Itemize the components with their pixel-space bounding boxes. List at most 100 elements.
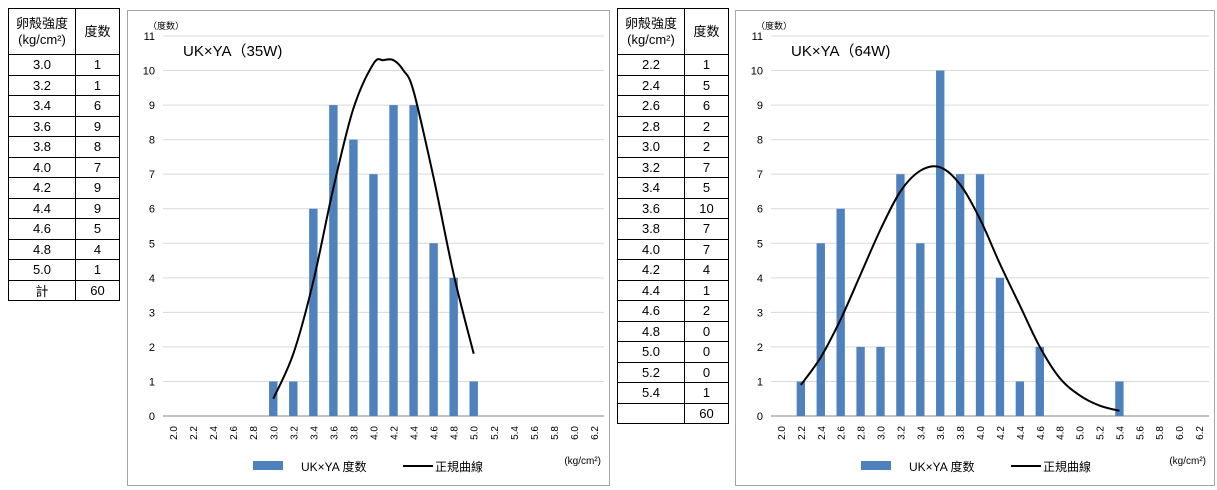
y-tick-label: 11 bbox=[144, 31, 155, 43]
frequency-cell: 2 bbox=[684, 115, 729, 137]
table-row: 4.6 2 bbox=[617, 300, 729, 322]
table-row: 4.8 0 bbox=[617, 320, 729, 342]
chart-title: UK×YA（64W) bbox=[791, 43, 890, 60]
bar bbox=[896, 174, 905, 416]
table-row: 4.4 1 bbox=[617, 279, 729, 301]
x-tick-label: 4.0 bbox=[369, 426, 380, 440]
y-tick-label: 10 bbox=[143, 66, 155, 78]
bar bbox=[289, 381, 298, 416]
legend-label-curve: 正規曲線 bbox=[435, 459, 483, 474]
x-tick-label: 5.8 bbox=[550, 426, 561, 440]
strength-cell: 2.8 bbox=[617, 115, 685, 137]
y-tick-label: 0 bbox=[757, 411, 763, 423]
table-row: 2.8 2 bbox=[617, 115, 729, 137]
table-row: 3.2 1 bbox=[8, 74, 120, 96]
table-row: 4.6 5 bbox=[8, 218, 120, 240]
header-strength: 卵殻強度 (kg/cm²) bbox=[8, 8, 76, 55]
strength-cell: 3.4 bbox=[617, 177, 685, 199]
strength-cell: 3.0 bbox=[8, 54, 76, 76]
x-tick-label: 2.0 bbox=[777, 426, 788, 440]
normal-curve-line bbox=[800, 165, 1120, 412]
table-row: 3.6 10 bbox=[617, 197, 729, 219]
bar bbox=[1115, 381, 1124, 416]
y-tick-label: 1 bbox=[757, 376, 763, 388]
x-tick-label: 2.4 bbox=[817, 426, 828, 440]
x-tick-label: 2.6 bbox=[229, 426, 240, 440]
header-frequency: 度数 bbox=[684, 8, 729, 55]
bar bbox=[816, 243, 825, 416]
table-total-row: 60 bbox=[617, 402, 729, 424]
table-row: 5.4 1 bbox=[617, 382, 729, 404]
y-tick-label: 2 bbox=[149, 342, 155, 354]
bar bbox=[449, 277, 458, 416]
frequency-cell: 5 bbox=[684, 74, 729, 96]
strength-cell: 4.6 bbox=[8, 218, 76, 240]
y-tick-label: 6 bbox=[149, 204, 155, 216]
x-tick-label: 4.4 bbox=[410, 426, 421, 440]
table-row: 5.2 0 bbox=[617, 361, 729, 383]
x-tick-label: 3.4 bbox=[916, 426, 927, 440]
y-tick-label: 5 bbox=[757, 238, 763, 250]
strength-cell: 3.6 bbox=[8, 115, 76, 137]
x-tick-label: 5.6 bbox=[1135, 426, 1146, 440]
frequency-cell: 2 bbox=[684, 300, 729, 322]
table-row: 3.0 1 bbox=[8, 54, 120, 76]
total-label bbox=[617, 402, 685, 424]
x-tick-label: 3.6 bbox=[936, 426, 947, 440]
x-tick-label: 2.2 bbox=[797, 426, 808, 440]
strength-cell: 2.6 bbox=[617, 95, 685, 117]
frequency-cell: 1 bbox=[75, 54, 120, 76]
strength-cell: 3.0 bbox=[617, 136, 685, 158]
y-tick-label: 10 bbox=[751, 66, 763, 78]
x-tick-label: 4.4 bbox=[1016, 426, 1027, 440]
x-tick-label: 2.2 bbox=[189, 426, 200, 440]
chart-64w: 0 1 2 3 4 5 6 7 8 9 10 11 （度数） UK×YA（64W) 2.0 2.2 2.4 2.6… bbox=[735, 10, 1215, 486]
frequency-cell: 9 bbox=[75, 197, 120, 219]
x-tick-label: 2.8 bbox=[857, 426, 868, 440]
table-row: 4.8 4 bbox=[8, 238, 120, 260]
frequency-cell: 6 bbox=[684, 95, 729, 117]
x-tick-label: 6.2 bbox=[590, 426, 601, 440]
y-tick-label: 0 bbox=[149, 411, 155, 423]
table-row: 4.2 9 bbox=[8, 177, 120, 199]
table-row: 2.2 1 bbox=[617, 54, 729, 76]
y-tick-label: 1 bbox=[149, 376, 155, 388]
strength-cell: 5.4 bbox=[617, 382, 685, 404]
x-tick-label: 6.0 bbox=[1175, 426, 1186, 440]
frequency-cell: 9 bbox=[75, 177, 120, 199]
table-row: 4.2 4 bbox=[617, 259, 729, 281]
bar bbox=[329, 105, 338, 416]
strength-cell: 5.0 bbox=[617, 341, 685, 363]
total-value: 60 bbox=[684, 402, 729, 424]
x-tick-label: 5.4 bbox=[1115, 426, 1126, 440]
x-tick-label: 5.2 bbox=[490, 426, 501, 440]
table-row: 3.4 5 bbox=[617, 177, 729, 199]
table-row: 3.2 7 bbox=[617, 156, 729, 178]
x-tick-label: 4.2 bbox=[390, 426, 401, 440]
x-tick-label: 4.8 bbox=[1056, 426, 1067, 440]
y-tick-label: 8 bbox=[149, 135, 155, 147]
table-row: 4.0 7 bbox=[8, 156, 120, 178]
legend-swatch-bars bbox=[253, 461, 283, 470]
bar bbox=[469, 381, 478, 416]
y-tick-label: 3 bbox=[757, 307, 763, 319]
frequency-cell: 6 bbox=[75, 95, 120, 117]
bar bbox=[936, 70, 945, 416]
x-tick-label: 4.6 bbox=[1036, 426, 1047, 440]
frequency-cell: 1 bbox=[75, 259, 120, 281]
table-row: 3.4 6 bbox=[8, 95, 120, 117]
x-tick-label: 4.2 bbox=[996, 426, 1007, 440]
table-row: 5.0 1 bbox=[8, 259, 120, 281]
x-tick-label: 3.8 bbox=[956, 426, 967, 440]
frequency-cell: 1 bbox=[684, 54, 729, 76]
x-tick-label: 6.0 bbox=[570, 426, 581, 440]
legend-swatch-bars bbox=[861, 461, 891, 470]
x-tick-label: 5.0 bbox=[1076, 426, 1087, 440]
frequency-cell: 5 bbox=[684, 177, 729, 199]
table-row: 3.8 8 bbox=[8, 136, 120, 158]
y-tick-label: 4 bbox=[757, 273, 763, 285]
table-row: 4.0 7 bbox=[617, 238, 729, 260]
total-label: 計 bbox=[8, 279, 76, 301]
frequency-cell: 0 bbox=[684, 341, 729, 363]
frequency-cell: 7 bbox=[684, 238, 729, 260]
